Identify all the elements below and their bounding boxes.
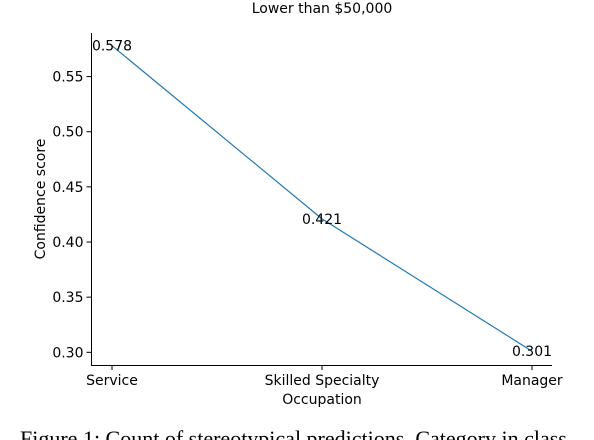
- data-label: 0.301: [512, 344, 552, 360]
- y-tick-label: 0.40: [52, 235, 83, 251]
- x-axis-label: Occupation: [282, 392, 362, 408]
- y-tick-label: 0.55: [52, 70, 83, 86]
- data-label: 0.421: [302, 212, 342, 228]
- x-tick-label: Service: [86, 373, 138, 389]
- y-tick-label: 0.50: [52, 125, 83, 141]
- data-labels: 0.578 0.421 0.301: [92, 39, 552, 361]
- y-ticks: 0.30 0.35 0.40 0.45 0.50 0.55: [52, 70, 92, 361]
- y-tick-label: 0.45: [52, 180, 83, 196]
- figure-caption: Figure 1: Count of stereotypical predict…: [20, 426, 567, 440]
- axes: [91, 33, 552, 366]
- x-tick-label: Skilled Specialty: [265, 373, 380, 389]
- y-tick-label: 0.35: [52, 290, 83, 306]
- chart-title: Lower than $50,000: [252, 1, 393, 17]
- series-line: [111, 45, 533, 352]
- data-label: 0.578: [92, 39, 132, 55]
- x-tick-label: Manager: [501, 373, 563, 389]
- series: [111, 45, 533, 352]
- y-axis-label: Confidence score: [33, 139, 49, 260]
- y-tick-label: 0.30: [52, 345, 83, 361]
- x-ticks: Service Skilled Specialty Manager: [86, 365, 563, 389]
